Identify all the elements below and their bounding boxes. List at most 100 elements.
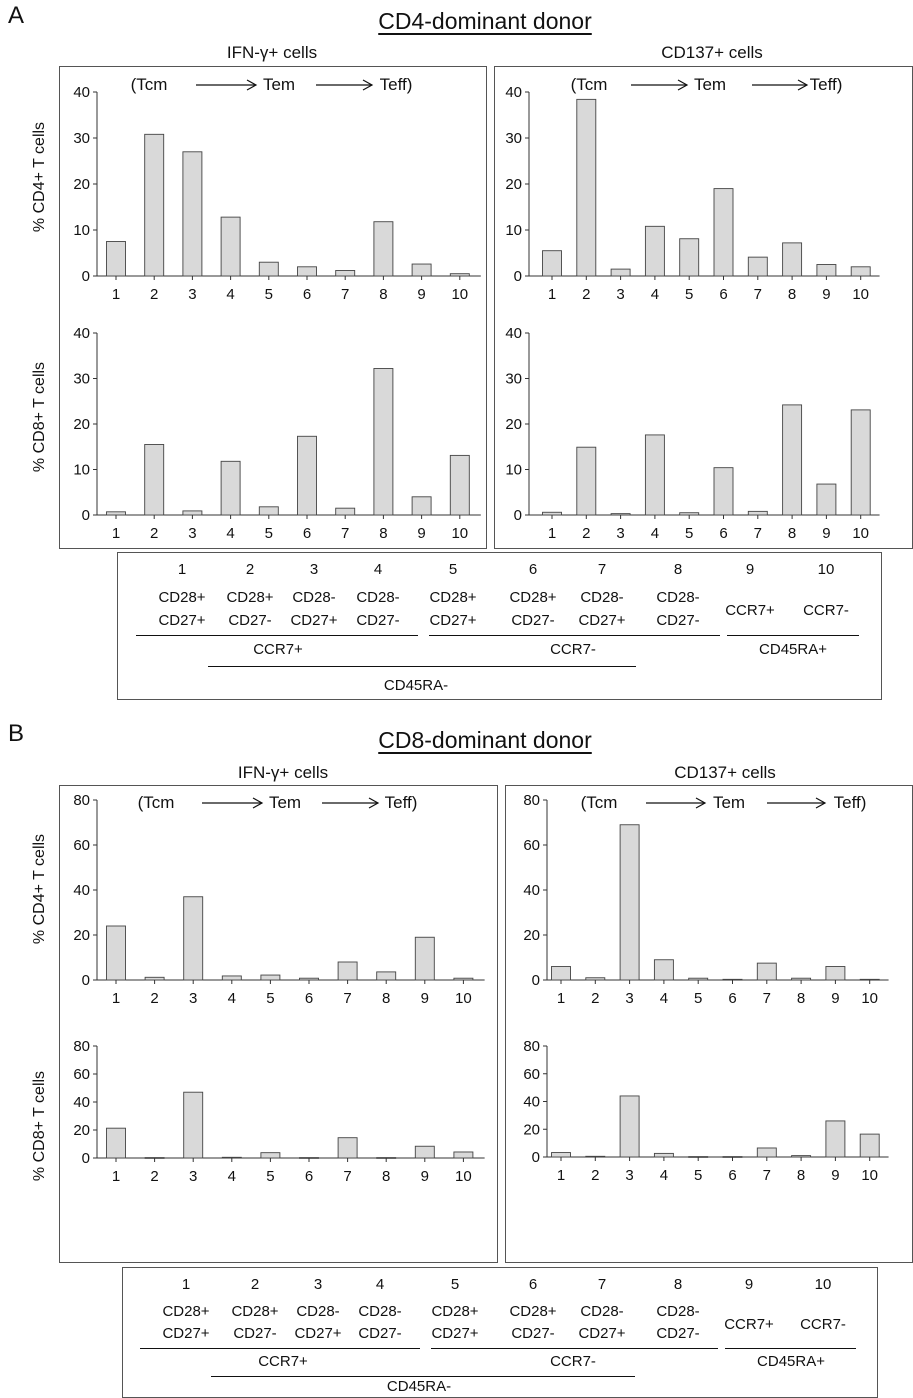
- legend-cd45ra-minus: CD45RA-: [383, 677, 449, 694]
- bar: [449, 273, 470, 277]
- legend-ccr7-plus: CCR7+: [258, 1353, 308, 1370]
- y-tick-label: 0: [514, 268, 522, 285]
- x-tick-label: 5: [685, 286, 693, 303]
- y-tick-label: 10: [73, 222, 90, 239]
- bar: [782, 404, 803, 516]
- x-tick-label: 6: [305, 990, 313, 1007]
- chart-a-ifng-cd4: 0 10 20 30 40 1 2 3 4 5 6 7 8 9 10 % CD4+ T cells (Tcm Te…: [31, 75, 481, 303]
- bar: [653, 959, 674, 981]
- y-tick-label: 60: [523, 837, 540, 854]
- x-tick-label: 2: [150, 990, 158, 1007]
- bar: [653, 1152, 674, 1158]
- legend-marker-4a: CD28-: [356, 589, 400, 606]
- x-tick-label: 8: [797, 990, 805, 1007]
- panel-letter-b: B: [8, 720, 25, 747]
- legend-marker-6b: CD27-: [511, 612, 555, 629]
- x-tick-label: 3: [625, 990, 633, 1007]
- bar: [859, 1133, 880, 1158]
- x-tick-label: 9: [417, 525, 425, 542]
- legend-marker-4b: CD27-: [356, 612, 400, 629]
- legend-num-10: 10: [817, 561, 835, 578]
- y-tick-label: 80: [523, 1038, 540, 1055]
- y-tick-label: 0: [532, 1149, 540, 1166]
- bar: [679, 238, 700, 277]
- legend-line-group2: [429, 635, 720, 636]
- y-tick-label: 60: [73, 837, 90, 854]
- flow-arrow-head: [695, 797, 707, 809]
- legend-marker-1a: CD28+: [162, 1303, 210, 1320]
- legend-num-10: 10: [814, 1276, 832, 1293]
- column-title-cd137-a: CD137+ cells: [661, 43, 763, 62]
- y-tick-label: 0: [514, 507, 522, 524]
- x-tick-label: 8: [797, 1167, 805, 1184]
- x-tick-label: 6: [719, 525, 727, 542]
- flow-label-tem: Tem: [263, 75, 295, 94]
- x-tick-label: 9: [831, 990, 839, 1007]
- x-tick-label: 6: [305, 1168, 313, 1185]
- panel-letter-a: A: [8, 2, 25, 29]
- legend-marker-3a: CD28-: [292, 589, 336, 606]
- x-tick-label: 10: [451, 286, 468, 303]
- bar: [619, 1095, 640, 1158]
- section-title-b: CD8-dominant donor: [378, 727, 592, 753]
- legend-marker-10a: CCR7-: [800, 1316, 846, 1333]
- flow-arrow-head: [677, 79, 689, 91]
- legend-marker-2b: CD27-: [233, 1325, 277, 1342]
- legend-marker-1a: CD28+: [158, 589, 206, 606]
- legend-num-6: 6: [528, 561, 538, 578]
- bar: [183, 896, 204, 981]
- legend-line-ccr7: [211, 1376, 635, 1377]
- x-tick-label: 1: [557, 1167, 565, 1184]
- bar: [688, 977, 709, 981]
- bar: [551, 1152, 571, 1158]
- bar: [414, 936, 435, 981]
- flow-arrow-head: [362, 79, 374, 91]
- legend-marker-5a: CD28+: [429, 589, 477, 606]
- y-tick-label: 30: [505, 130, 522, 147]
- x-tick-label: 7: [763, 990, 771, 1007]
- x-tick-label: 7: [343, 990, 351, 1007]
- y-tick-label: 80: [73, 792, 90, 809]
- x-tick-label: 2: [150, 286, 158, 303]
- chart-b-cd137-cd8: 0 20 40 60 80 1 2 3 4 5 6 7 8 9 10: [523, 1038, 889, 1184]
- y-tick-label: 40: [73, 325, 90, 342]
- legend-num-9: 9: [744, 1276, 754, 1293]
- y-tick-label: 0: [82, 1150, 90, 1167]
- bar: [376, 971, 397, 981]
- legend-cd45ra-plus: CD45RA+: [759, 641, 827, 658]
- x-tick-label: 1: [557, 990, 565, 1007]
- bar: [610, 268, 631, 277]
- bar: [335, 507, 356, 516]
- x-tick-label: 10: [455, 990, 472, 1007]
- x-tick-label: 2: [150, 525, 158, 542]
- x-tick-label: 4: [651, 525, 659, 542]
- legend-ccr7-minus: CCR7-: [550, 641, 596, 658]
- bar: [610, 513, 631, 516]
- frame-ifng-a: [59, 66, 487, 549]
- x-tick-label: 10: [861, 990, 878, 1007]
- x-tick-label: 2: [591, 990, 599, 1007]
- legend-num-3: 3: [309, 561, 319, 578]
- legend-marker-8a: CD28-: [656, 1303, 700, 1320]
- flow-arrow-head: [246, 79, 258, 91]
- x-tick-label: 7: [341, 286, 349, 303]
- x-tick-label: 8: [382, 1168, 390, 1185]
- x-tick-label: 4: [660, 990, 668, 1007]
- legend-marker-1b: CD27+: [158, 612, 206, 629]
- legend-marker-5b: CD27+: [429, 612, 477, 629]
- bar: [373, 221, 394, 277]
- x-tick-label: 9: [831, 1167, 839, 1184]
- x-tick-label: 1: [112, 990, 120, 1007]
- x-tick-label: 5: [266, 1168, 274, 1185]
- x-tick-label: 8: [379, 286, 387, 303]
- x-tick-label: 6: [728, 990, 736, 1007]
- legend-marker-6b: CD27-: [511, 1325, 555, 1342]
- bar: [144, 976, 165, 981]
- bar: [576, 98, 597, 277]
- bar: [825, 1120, 846, 1158]
- x-tick-label: 10: [451, 525, 468, 542]
- flow-arrow-head: [368, 797, 380, 809]
- y-tick-label: 40: [73, 1094, 90, 1111]
- bar: [713, 467, 734, 516]
- bar: [258, 506, 279, 516]
